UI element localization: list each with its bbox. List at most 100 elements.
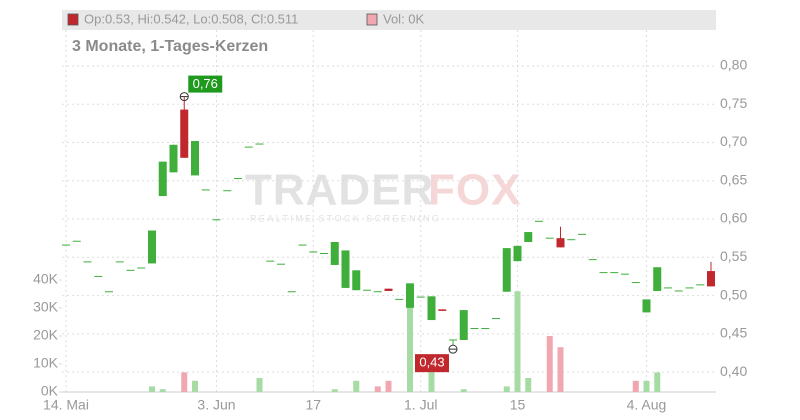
header-bar	[62, 10, 716, 30]
y-tick-label: 0,65	[720, 171, 747, 187]
volume-bar	[428, 369, 435, 392]
y-tick-label: 0,55	[720, 248, 747, 264]
y2-tick-label: 30K	[33, 299, 59, 315]
candle-body	[416, 296, 425, 298]
watermark-text: FOX	[428, 166, 521, 215]
volume-bar	[331, 389, 338, 392]
y-tick-label: 0,40	[720, 363, 747, 379]
candle-body	[223, 190, 232, 192]
candle-body	[642, 299, 651, 313]
watermark: TRADER FOX REALTIME STOCK SCREENING	[245, 166, 521, 224]
x-tick-label: 14. Mai	[43, 397, 89, 413]
y-tick-label: 0,45	[720, 325, 747, 341]
y-tick-label: 0,80	[720, 57, 747, 73]
candle-body	[449, 339, 457, 341]
y2-tick-label: 10K	[33, 355, 59, 371]
volume-bar	[149, 386, 155, 392]
candle-body	[62, 244, 70, 246]
candle-body	[707, 271, 715, 287]
watermark-text: REALTIME STOCK SCREENING	[250, 213, 441, 223]
candle-body	[126, 269, 135, 271]
candle-body	[105, 291, 113, 293]
volume-bar	[159, 389, 166, 392]
candle-body	[481, 327, 490, 329]
candle-body	[513, 245, 522, 262]
candle-body	[384, 288, 393, 291]
candle-body	[470, 327, 479, 329]
volume-bar	[460, 389, 467, 392]
volume-bar	[181, 372, 188, 392]
candle-body	[459, 310, 468, 340]
volume-bar	[503, 386, 510, 392]
x-tick-label: 15	[510, 397, 526, 413]
candle-body	[610, 272, 619, 274]
candle-body	[621, 273, 629, 275]
candle-body	[309, 251, 318, 253]
candle-body	[277, 263, 285, 265]
candle-body	[599, 272, 608, 274]
volume-bar	[525, 378, 532, 392]
candle-body	[72, 240, 81, 242]
candle-body	[115, 261, 124, 263]
legend-swatch	[366, 13, 378, 26]
candle-body	[298, 244, 307, 246]
candle-body	[556, 238, 565, 248]
candle-body	[545, 237, 554, 239]
y-tick-label: 0,50	[720, 286, 747, 302]
annotation-box	[188, 75, 223, 93]
y2-tick-label: 0K	[41, 383, 59, 399]
candle-body	[255, 143, 264, 145]
y-tick-label: 0,70	[720, 133, 747, 149]
candle-body	[212, 219, 221, 221]
volume-bar	[514, 291, 521, 392]
x-tick-label: 4. Aug	[627, 397, 667, 413]
y-tick-label: 0,60	[720, 210, 747, 226]
candle-body	[685, 287, 694, 289]
x-tick-label: 3. Jun	[197, 397, 235, 413]
y2-tick-label: 40K	[33, 271, 59, 287]
candle-body	[653, 267, 662, 291]
candle-body	[502, 248, 511, 292]
candle-body	[406, 283, 414, 308]
candle-body	[94, 275, 103, 277]
candle-body	[352, 270, 361, 291]
volume-bar	[374, 386, 381, 392]
candle-body	[427, 296, 436, 321]
candle-body	[266, 260, 275, 262]
volume-bar	[632, 380, 639, 392]
candle-body	[330, 241, 339, 265]
watermark-text: TRADER	[245, 166, 434, 215]
y-tick-label: 0,75	[720, 95, 747, 111]
candle-body	[201, 189, 210, 191]
x-tick-label: 1. Jul	[404, 397, 437, 413]
candle-body	[287, 291, 296, 293]
candle-body	[395, 298, 404, 300]
candle-body	[674, 290, 683, 292]
x-tick-label: 17	[305, 397, 321, 413]
legend-ohlc: Op:0.53, Hi:0.542, Lo:0.508, Cl:0.511	[84, 11, 298, 26]
volume-bar	[385, 380, 392, 392]
candle-body	[83, 261, 92, 263]
candle-body	[373, 291, 382, 293]
candle-body	[664, 287, 672, 289]
volume-bar	[256, 378, 263, 392]
volume-bar	[557, 347, 564, 392]
volume-bar	[643, 380, 650, 392]
volume-bar	[546, 336, 553, 392]
candle-body	[158, 161, 167, 197]
candle-body	[696, 284, 705, 286]
candle-body	[567, 239, 576, 241]
legend-swatch	[67, 13, 79, 26]
candle-body	[363, 289, 371, 291]
candle-body	[588, 259, 597, 261]
candle-body	[137, 267, 146, 269]
candle-body	[341, 250, 350, 288]
candle-body	[234, 177, 242, 179]
subtitle: 3 Monate, 1-Tages-Kerzen	[72, 38, 268, 55]
candle-body	[180, 109, 189, 158]
candle-body	[191, 140, 199, 176]
candle-body	[320, 252, 328, 254]
candle-body	[148, 230, 156, 264]
